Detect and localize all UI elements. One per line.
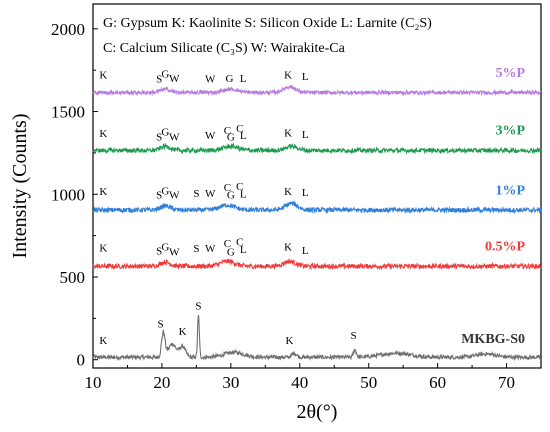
peak-label-2-4: S [193,188,199,200]
peak-label-0-1: S [157,318,163,330]
peak-label-1-1: S [156,246,162,258]
peak-label-3-8: L [240,130,247,142]
peak-label-2-7: G [227,189,235,201]
x-tick-label-1: 20 [153,373,170,392]
legend-line-2: C: Calcium Silicate (C₃S) W: Wairakite-C… [103,41,346,56]
y-axis-title: Intensity (Counts) [9,114,31,259]
peak-label-2-10: K [284,186,292,198]
y-tick-label-1: 500 [60,268,86,287]
peak-label-2-0: K [99,186,107,198]
series-name-4: 5%P [495,66,525,81]
plot-frame [92,3,542,369]
legend: G: Gypsum K: Kaolinite S: Silicon Oxide … [103,16,432,56]
peak-label-4-7: K [284,69,292,81]
peak-label-0-4: K [285,335,293,347]
peak-label-2-5: W [205,188,216,200]
series-line-3 [92,142,542,155]
series-name-3: 3%P [495,124,525,139]
peak-label-0-0: K [99,335,107,347]
peak-label-0-5: S [350,330,356,342]
peak-label-3-7: C [236,123,243,135]
y-tick-label-4: 2000 [51,20,85,39]
peak-label-4-2: G [161,69,169,81]
series-line-1 [92,257,542,271]
peak-label-3-3: W [169,132,180,144]
peak-label-3-6: G [227,132,235,144]
peak-label-3-1: S [156,132,162,144]
x-tick-label-6: 70 [498,373,515,392]
peak-label-1-9: L [240,244,247,256]
y-tick-label-2: 1000 [51,185,85,204]
peak-label-1-11: L [302,245,309,257]
series-line-0 [92,315,542,362]
peak-label-4-1: S [156,74,162,86]
x-axis-title: 2θ(°) [297,401,338,423]
peak-label-2-11: L [302,187,309,199]
peak-label-1-0: K [99,242,107,254]
peak-label-1-10: K [284,242,292,254]
series-line-2 [92,199,542,215]
series-name-1: 0.5%P [485,240,526,255]
legend-line-1: G: Gypsum K: Kaolinite S: Silicon Oxide … [103,16,432,31]
series-name-2: 1%P [495,183,525,198]
peak-label-4-5: G [225,73,233,85]
peak-label-1-4: S [193,243,199,255]
peak-label-4-4: W [205,74,216,86]
peak-label-0-2: K [179,326,187,338]
peak-label-3-5: C [224,125,231,137]
peak-label-2-1: S [156,189,162,201]
x-tick-label-5: 60 [429,373,446,392]
series-name-0: MKBG-S0 [461,332,525,347]
x-tick-label-2: 30 [222,373,239,392]
series-line-4 [92,84,542,97]
peak-label-4-3: W [169,73,180,85]
peak-label-1-5: W [205,243,216,255]
peak-label-0-3: S [195,300,201,312]
peak-label-4-6: L [240,73,247,85]
peak-label-4-8: L [302,71,309,83]
peak-label-3-2: G [161,127,169,139]
peak-label-3-0: K [99,128,107,140]
peak-label-1-2: G [161,242,169,254]
tick-layer: 10 20 30 40 50 60 70 0 500 1000 1500 2000 [51,20,515,392]
series-layer [92,84,542,362]
x-tick-label-3: 40 [291,373,308,392]
peak-label-1-3: W [169,246,180,258]
series-name-layer: MKBG-S0 0.5%P 1%P 3%P 5%P [461,66,525,347]
peak-label-2-8: C [236,181,243,193]
peak-label-1-6: C [224,238,231,250]
peak-label-1-7: G [227,246,235,258]
peak-label-4-0: K [99,69,107,81]
peak-label-3-9: K [284,127,292,139]
x-tick-label-4: 50 [360,373,377,392]
peak-label-3-4: W [205,130,216,142]
x-tick-label-0: 10 [85,373,102,392]
peak-label-2-6: C [224,182,231,194]
y-tick-label-0: 0 [77,351,86,370]
peak-label-3-10: L [302,129,309,141]
y-tick-label-3: 1500 [51,103,85,122]
peak-label-2-3: W [169,189,180,201]
peak-label-2-9: L [240,189,247,201]
peak-label-1-8: C [236,237,243,249]
peak-label-2-2: G [161,185,169,197]
